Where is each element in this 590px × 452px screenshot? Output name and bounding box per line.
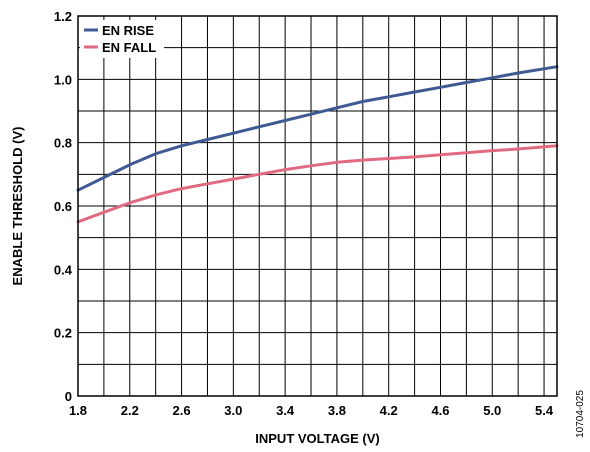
figure-id: 10704-025	[575, 390, 586, 438]
x-tick-label: 2.6	[173, 403, 191, 418]
y-tick-label: 1.0	[54, 72, 72, 87]
legend-label: EN RISE	[102, 23, 154, 38]
series-line-en-rise	[76, 65, 559, 192]
plot-frame	[77, 15, 558, 397]
x-tick-labels: 1.8 2.2 2.6 3.0 3.4 3.8 4.2 4.6 5.0 5.4	[69, 403, 554, 418]
y-axis-label: ENABLE THRESHOLD (V)	[10, 127, 25, 286]
x-tick-label: 3.8	[328, 403, 346, 418]
y-tick-labels: 0 0.2 0.4 0.6 0.8 1.0 1.2	[54, 9, 73, 404]
series-lines	[76, 65, 559, 224]
y-tick-label: 1.2	[54, 9, 72, 24]
y-tick-label: 0.6	[54, 199, 72, 214]
y-tick-label: 0.8	[54, 136, 72, 151]
legend-label: EN FALL	[102, 40, 156, 55]
x-tick-label: 4.6	[431, 403, 449, 418]
y-tick-label: 0.2	[54, 326, 72, 341]
x-tick-label: 1.8	[69, 403, 87, 418]
series-line-en-fall	[76, 144, 559, 224]
legend-background	[80, 20, 164, 58]
x-tick-label: 5.0	[483, 403, 501, 418]
y-tick-label: 0	[65, 389, 72, 404]
x-axis-label: INPUT VOLTAGE (V)	[255, 431, 379, 446]
x-tick-label: 5.4	[535, 403, 554, 418]
grid	[78, 16, 557, 396]
x-tick-label: 4.2	[380, 403, 398, 418]
x-tick-label: 3.4	[276, 403, 295, 418]
legend: EN RISE EN FALL	[84, 23, 156, 55]
y-tick-label: 0.4	[54, 262, 73, 277]
x-tick-label: 2.2	[121, 403, 139, 418]
x-tick-label: 3.0	[224, 403, 242, 418]
